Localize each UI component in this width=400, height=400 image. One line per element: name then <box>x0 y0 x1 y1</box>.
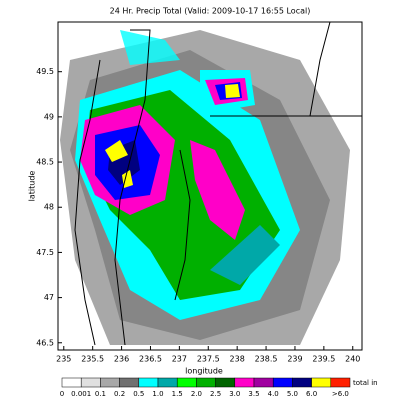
plot-frame <box>57 21 363 351</box>
y-tick-label: 47.5 <box>36 248 54 257</box>
legend-swatch <box>311 377 332 388</box>
x-tick-label: 236 <box>114 355 129 364</box>
legend-label: 3.5 <box>248 390 259 398</box>
y-tick-label: 49.5 <box>36 67 54 76</box>
legend-label: 0 <box>60 390 64 398</box>
x-tick-label: 239 <box>287 355 302 364</box>
legend-swatch <box>330 377 351 388</box>
x-tick-label: 236.5 <box>139 355 162 364</box>
legend-label: 0.2 <box>114 390 125 398</box>
legend-label: 4.0 <box>268 390 279 398</box>
precip-field <box>58 22 362 350</box>
y-tick-label: 48 <box>44 203 54 212</box>
map-title: 24 Hr. Precip Total (Valid: 2009-10-17 1… <box>110 7 311 16</box>
legend-swatch <box>196 377 216 388</box>
legend-label: >6.0 <box>332 390 349 398</box>
x-tick-label: 239.5 <box>312 355 335 364</box>
y-axis-label: latitude <box>28 171 37 202</box>
legend-label: 1.5 <box>172 390 183 398</box>
legend-swatch <box>272 377 293 388</box>
legend-label: 5.0 <box>287 390 298 398</box>
x-tick-label: 238.5 <box>255 355 278 364</box>
legend-label: 2.0 <box>191 390 202 398</box>
legend-swatch <box>100 377 120 388</box>
legend-swatch <box>215 377 236 388</box>
x-tick-label: 237.5 <box>197 355 220 364</box>
legend-swatch <box>138 377 159 388</box>
x-tick-label: 237 <box>172 355 187 364</box>
legend-label: 0.001 <box>71 390 91 398</box>
legend-swatch <box>234 377 255 388</box>
legend-label: 3.0 <box>229 390 240 398</box>
y-tick-label: 46.5 <box>36 338 54 347</box>
x-axis-label: longitude <box>185 367 223 376</box>
y-tick-label: 47 <box>44 293 54 302</box>
legend-swatch <box>157 377 178 388</box>
x-tick-label: 235.5 <box>81 355 104 364</box>
legend-label: 0.1 <box>95 390 106 398</box>
x-tick-label: 238 <box>230 355 245 364</box>
legend-swatch <box>253 377 274 388</box>
legend-label: 6.0 <box>306 390 317 398</box>
legend-label: 2.5 <box>210 390 221 398</box>
legend-swatch <box>292 377 312 388</box>
legend-swatch <box>61 377 82 388</box>
legend-label: 1.0 <box>152 390 163 398</box>
y-tick-label: 48.5 <box>36 158 54 167</box>
legend-swatch <box>80 377 101 388</box>
x-tick-label: 235 <box>56 355 71 364</box>
legend-label: 0.5 <box>133 390 144 398</box>
legend-unit: total in <box>353 379 378 387</box>
legend-swatch <box>176 377 197 388</box>
x-tick-label: 240 <box>345 355 360 364</box>
y-tick-label: 49 <box>44 112 54 121</box>
legend-swatch <box>119 377 140 388</box>
